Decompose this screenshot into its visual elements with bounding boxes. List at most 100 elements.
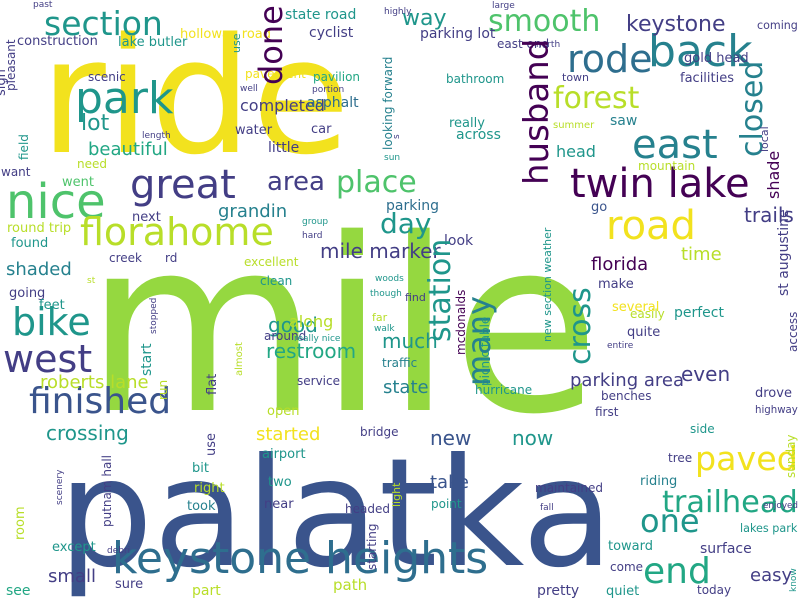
word-even: one — [640, 502, 700, 540]
word-near: benches — [601, 389, 651, 403]
word-tree: easily — [630, 307, 665, 321]
word-grandin: beautiful — [88, 139, 168, 160]
word-make: want — [1, 165, 31, 179]
word-many: summer — [553, 120, 595, 131]
word-day: bike — [12, 300, 91, 344]
word-pavement: shade — [764, 151, 783, 199]
word-today: bridge — [360, 425, 399, 439]
word-side: several — [612, 300, 659, 315]
word-bridge: make — [598, 277, 634, 292]
word-bit: quite — [627, 325, 660, 340]
word-shaded: even — [681, 362, 730, 386]
word-next: facilities — [680, 71, 734, 86]
word-see: completed — [240, 96, 325, 115]
word-except: first — [595, 405, 619, 419]
word-stopped: run — [156, 380, 170, 400]
word-riding: pavement — [245, 67, 306, 81]
word-way: rode — [567, 37, 653, 81]
word-scenic: quiet — [606, 584, 639, 599]
word-hard: enjoyed — [763, 501, 798, 511]
word-enjoyed: service — [297, 374, 340, 388]
word-almost: stopped — [149, 298, 159, 334]
word-florahome: florahome — [80, 210, 274, 254]
word-area: closed — [735, 61, 770, 157]
word-round-trip: looking forward — [381, 57, 395, 150]
word-first: excellent — [244, 255, 299, 269]
word-local: walk — [374, 324, 395, 334]
word-along: restroom — [266, 339, 356, 363]
word-roberts-lane: now — [512, 426, 553, 450]
word-mcdonalds: north — [536, 40, 560, 50]
word-need: east end — [497, 37, 549, 51]
word-parking: started — [256, 424, 320, 445]
word-water: holloway road — [180, 27, 271, 42]
word-new: day — [380, 207, 432, 240]
word-mountain: scenic — [88, 70, 126, 84]
word-pleasant: though — [370, 289, 402, 299]
word-cyclist: mcdonalds — [454, 290, 468, 355]
word-really: parking — [386, 198, 439, 214]
word-group: took — [187, 499, 216, 514]
word-really-nice: room — [13, 506, 28, 540]
word-keystone: forest — [553, 81, 640, 116]
word-mile-marker: keystone — [626, 12, 726, 37]
word-station: sun — [384, 153, 400, 163]
word-head: florida — [591, 254, 648, 275]
word-lake-butler: see — [6, 583, 31, 599]
word-putnam-hall: debri — [107, 546, 130, 556]
word-around: going — [9, 286, 45, 301]
word-mile: mile — [85, 187, 600, 467]
word-traffic: went — [62, 175, 94, 190]
word-clean: mountain — [638, 159, 695, 173]
word-nice: nice — [6, 174, 106, 230]
word-benches: creek — [109, 251, 142, 265]
word-done: gold head — [684, 51, 749, 66]
word-drove: clean — [260, 274, 292, 288]
word-bike: end — [643, 551, 711, 592]
word-right: perfect — [674, 305, 724, 321]
word-length: point — [431, 497, 462, 511]
word-feet: across — [456, 127, 501, 143]
word-holloway-road: path — [333, 576, 367, 594]
word-debri: light — [390, 482, 403, 507]
word-state-road: go — [591, 200, 607, 215]
word-parking-lot: st augustine — [776, 209, 792, 296]
word-st-augustine: s — [392, 134, 402, 139]
word-town: coming — [757, 19, 798, 32]
word-sun: maintained — [535, 481, 603, 495]
word-far: come — [610, 560, 643, 574]
word-know: group — [302, 217, 328, 227]
word-west: trailhead — [662, 485, 798, 520]
word-much: parking area — [570, 370, 684, 391]
word-saw: much — [382, 329, 438, 353]
word-lakes-park: saw — [610, 113, 637, 129]
word-went: pavilion — [313, 70, 360, 84]
word-smooth: smooth — [488, 4, 600, 39]
word-now: area — [267, 167, 325, 197]
word-trailhead: place — [336, 165, 417, 200]
word-creek: field — [17, 134, 31, 160]
word-rode: station — [423, 239, 458, 342]
word-rd: little — [268, 140, 299, 156]
word-across: construction — [17, 34, 98, 49]
word-facilities: toward — [608, 539, 653, 554]
word-car: cyclist — [309, 25, 354, 41]
word-looking-forward: large — [492, 1, 515, 11]
word-well-2: use — [230, 33, 243, 53]
word-use: open — [267, 404, 299, 419]
word-ride: ride — [40, 3, 350, 190]
word-great: great — [130, 162, 236, 208]
word-shade: length — [142, 131, 171, 141]
word-found: car — [311, 122, 332, 137]
word-quiet: asphalt — [307, 95, 359, 111]
word-start: far — [372, 311, 388, 324]
word-find: starting — [365, 523, 379, 570]
word-bathroom: riding — [640, 474, 677, 489]
word-sure: drove — [755, 386, 792, 401]
word-maintained: flat — [205, 374, 220, 395]
word-quite: found — [11, 236, 48, 251]
word-cross: town — [562, 71, 589, 84]
word-state: good — [268, 313, 318, 337]
word-toward: parking lot — [420, 26, 496, 42]
word-finished: cross — [563, 287, 598, 365]
